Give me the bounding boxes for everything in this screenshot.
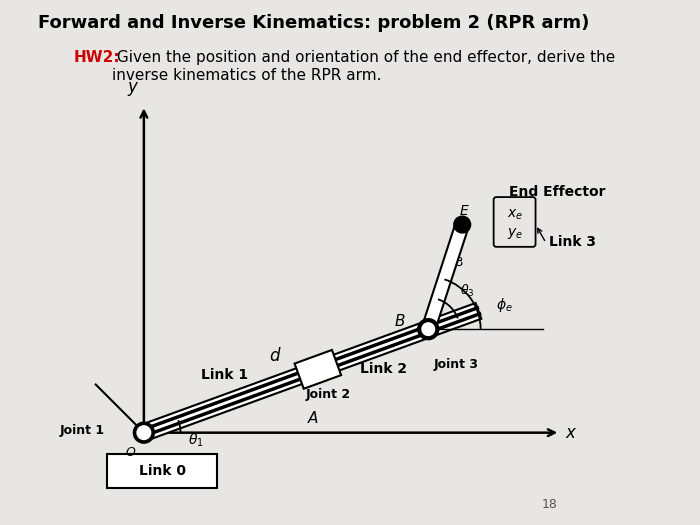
Circle shape — [418, 319, 439, 340]
Text: $\ell_3$: $\ell_3$ — [448, 248, 463, 268]
Circle shape — [422, 323, 435, 335]
Bar — [107, 454, 217, 488]
Text: $A$: $A$ — [307, 410, 319, 426]
Text: Forward and Inverse Kinematics: problem 2 (RPR arm): Forward and Inverse Kinematics: problem … — [38, 14, 589, 32]
Text: Joint 2: Joint 2 — [306, 388, 351, 401]
Circle shape — [454, 216, 470, 233]
Text: Joint 1: Joint 1 — [60, 424, 104, 437]
Text: Given the position and orientation of the end effector, derive the
inverse kinem: Given the position and orientation of th… — [113, 50, 616, 83]
Text: $B$: $B$ — [393, 313, 405, 329]
Text: $x$: $x$ — [566, 424, 578, 442]
Circle shape — [134, 422, 154, 443]
Text: Link 3: Link 3 — [549, 235, 596, 248]
Text: $\theta_3$: $\theta_3$ — [461, 283, 475, 299]
Text: $E$: $E$ — [459, 204, 470, 218]
Polygon shape — [422, 223, 469, 331]
Text: $\phi_e$: $\phi_e$ — [496, 296, 512, 314]
Polygon shape — [295, 350, 341, 388]
Text: O: O — [126, 446, 136, 459]
Text: Link 0: Link 0 — [139, 464, 186, 478]
Text: Link 1: Link 1 — [201, 368, 248, 382]
Text: HW2:: HW2: — [74, 50, 120, 66]
Text: End Effector: End Effector — [510, 185, 606, 199]
FancyBboxPatch shape — [494, 197, 536, 247]
Text: $d$: $d$ — [269, 346, 281, 365]
Text: 18: 18 — [542, 498, 557, 511]
Polygon shape — [141, 303, 482, 440]
Text: Link 2: Link 2 — [360, 362, 407, 375]
Text: $y_e$: $y_e$ — [507, 226, 523, 241]
Text: $\theta_1$: $\theta_1$ — [188, 431, 204, 448]
Text: Joint 3: Joint 3 — [433, 358, 479, 371]
Text: $y$: $y$ — [127, 80, 139, 98]
Circle shape — [137, 426, 150, 439]
Text: $x_e$: $x_e$ — [507, 207, 523, 222]
